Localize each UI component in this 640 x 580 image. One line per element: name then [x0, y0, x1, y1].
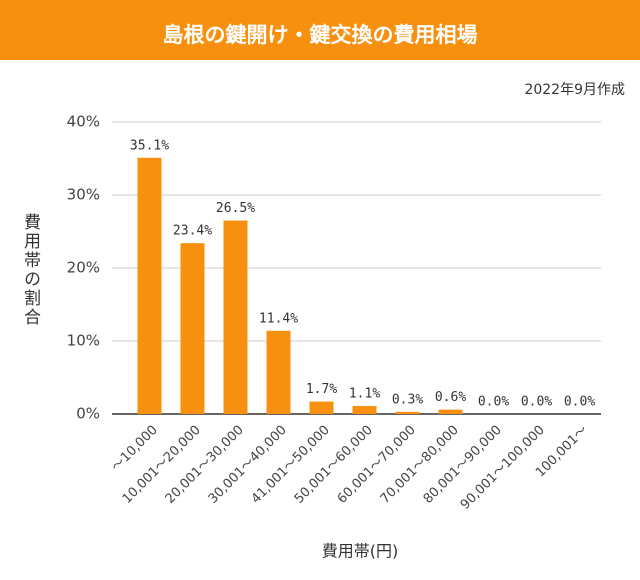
chart-subtitle: 2022年9月作成 [524, 82, 625, 98]
y-tick-label: 40% [67, 113, 100, 131]
x-tick-label: 30,001〜40,000 [206, 423, 290, 507]
value-label: 35.1% [130, 138, 169, 153]
value-label: 11.4% [259, 311, 298, 326]
value-label: 0.0% [521, 395, 552, 410]
header-band [0, 0, 640, 60]
y-tick-label: 10% [67, 332, 100, 350]
bar [137, 157, 162, 414]
bar [266, 330, 291, 414]
x-tick-label: 20,001〜30,000 [163, 423, 247, 507]
value-label: 1.7% [306, 382, 337, 397]
y-tick-label: 0% [76, 405, 100, 423]
chart-title: 島根の鍵開け・鍵交換の費用相場 [163, 23, 478, 47]
value-label: 0.6% [435, 390, 466, 405]
x-tick-label: 60,001〜70,000 [335, 423, 419, 507]
value-label: 0.3% [392, 392, 423, 407]
x-tick-label: 41,001〜50,000 [249, 423, 333, 507]
x-tick-label: 50,001〜60,000 [292, 423, 376, 507]
bar [223, 220, 248, 414]
bar [395, 411, 420, 414]
value-label: 26.5% [216, 201, 255, 216]
y-tick-label: 30% [67, 186, 100, 204]
x-tick-label: 10,001〜20,000 [120, 423, 204, 507]
bar [352, 405, 377, 414]
x-tick-label: 70,001〜80,000 [378, 423, 462, 507]
bar [309, 401, 334, 414]
y-axis-label: 費用帯の割合 [20, 213, 41, 327]
x-axis-label: 費用帯(円) [322, 542, 399, 561]
value-label: 23.4% [173, 224, 212, 239]
value-label: 0.0% [478, 395, 509, 410]
value-label: 1.1% [349, 386, 380, 401]
bar [438, 409, 463, 414]
value-label: 0.0% [564, 395, 595, 410]
x-tick-label: 80,001〜90,000 [421, 423, 505, 507]
y-tick-label: 20% [67, 259, 100, 277]
bar [180, 243, 205, 414]
